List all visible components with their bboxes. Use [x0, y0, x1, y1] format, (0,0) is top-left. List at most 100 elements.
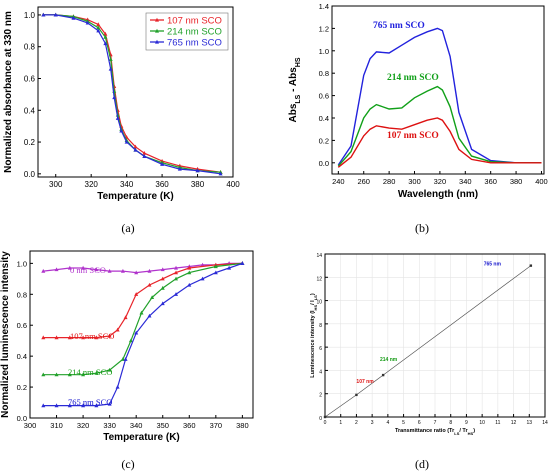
y-axis-title-part: Luminescence intensity (I	[310, 310, 316, 378]
c-series-1-point	[54, 335, 59, 340]
series-label: 765 nm SCO	[68, 397, 112, 407]
c-series-2-point	[174, 276, 179, 281]
a-series-2-point	[195, 168, 200, 173]
series-label: 107 nm SCO	[70, 331, 114, 341]
y-tick-label: 0.4	[17, 352, 27, 361]
x-tick-label: 330	[103, 421, 116, 430]
x-axis-title-part: / Tr	[459, 428, 468, 434]
c-series-3-point	[160, 301, 165, 306]
c-series-1-point	[187, 265, 192, 270]
c-series-2-point	[139, 310, 144, 315]
x-tick-label: 400	[226, 180, 240, 189]
a-series-1-point	[108, 57, 113, 62]
a-series-1-point	[103, 34, 108, 39]
c-series-2-point	[107, 367, 112, 372]
y-tick-label: 0.6	[17, 321, 27, 330]
data-point	[381, 373, 385, 377]
a-series-2-point	[115, 116, 120, 120]
y-tick-label: 0.0	[24, 170, 36, 179]
x-axis-title-part: )	[473, 428, 475, 434]
x-tick-label: 4	[386, 420, 389, 426]
c-series-0-point	[200, 262, 205, 267]
series-label: 214 nm SCO	[387, 73, 439, 83]
plot-frame	[37, 6, 234, 178]
x-tick-label: 360	[183, 421, 196, 430]
a-series-2-point	[160, 162, 165, 166]
a-series-0-point	[142, 150, 147, 155]
a-series-2-point	[133, 147, 138, 152]
y-tick-label: 8	[319, 323, 322, 329]
legend-marker	[155, 28, 159, 33]
series-label: 0 nm SCO	[70, 265, 106, 275]
y-tick-label: 1.0	[17, 259, 27, 268]
c-series-0-point	[67, 265, 72, 270]
panel-b: 240 260 280 300 320 340 360 380 400 0.0 0.2 0.4 0.6 0…	[275, 0, 550, 205]
y-tick-label: 0.4	[24, 106, 36, 115]
x-tick-label: 280	[383, 177, 396, 186]
c-series-3-point	[94, 403, 99, 408]
y-tick-label: 2	[319, 393, 322, 399]
y-tick-label: 0.0	[17, 414, 27, 423]
x-tick-label: 6	[418, 420, 421, 426]
y-tick-label: 10	[316, 300, 322, 306]
legend-marker	[155, 17, 159, 22]
x-tick-label: 400	[535, 177, 548, 186]
a-series-2-point	[124, 139, 129, 144]
c-series-0-point	[54, 267, 59, 272]
plot-frame	[331, 5, 545, 175]
panel-d: 0 1 2 3 4 5 6 7 8 9 10 11 12 13 14 0 2 4 6 8 10 12 14 107 nm 214…	[275, 240, 550, 450]
c-series-3-point	[41, 403, 46, 408]
c-series-2-point	[150, 295, 155, 299]
c-series-1-point	[94, 335, 99, 340]
chart-c: 300 310 320 330 340 350 360 370 380 0.0 0.2 0.4 0.6 0…	[0, 250, 254, 443]
c-series-1-point	[41, 335, 46, 340]
y-axis-title-part: )	[310, 293, 316, 295]
series-label: 765 nm SCO	[373, 21, 425, 31]
x-axis-title: Wavelength (nm)	[398, 189, 478, 200]
x-tick-label: 10	[479, 420, 485, 426]
y-tick-label: 1.4	[319, 2, 329, 11]
a-series-0-point	[96, 22, 101, 27]
y-axis-title-part: HS	[313, 305, 318, 311]
c-series-1-point	[147, 282, 152, 287]
legend-label: 765 nm SCO	[167, 38, 222, 49]
a-series-2-point	[85, 20, 90, 25]
c-series-2-point	[213, 264, 218, 269]
x-axis-title: Temperature (K)	[97, 191, 174, 202]
x-tick-label: 370	[210, 421, 223, 430]
c-series-3-point	[123, 357, 128, 361]
x-axis-title: Transmittance ratio (TrLS/ TrHS)	[395, 428, 475, 436]
c-series-3-point	[147, 313, 152, 318]
x-tick-label: 340	[120, 180, 134, 189]
y-tick-label: 0.2	[319, 136, 329, 145]
c-series-1-point	[115, 327, 120, 332]
y-tick-label: 0.8	[17, 290, 27, 299]
y-axis-title-part: / I	[310, 300, 316, 305]
c-series-0-point	[160, 267, 165, 272]
y-tick-label: 0.2	[17, 383, 27, 392]
c-series-1-point	[160, 276, 165, 281]
x-tick-label: 380	[510, 177, 523, 186]
y-axis-title-part: LS	[295, 94, 302, 103]
y-tick-label: 0.8	[319, 69, 329, 78]
y-axis-title-part: LS	[313, 295, 318, 300]
x-tick-label: 360	[155, 180, 169, 189]
c-series-2-point	[120, 357, 125, 361]
c-series-0-line	[43, 262, 243, 274]
c-series-2-point	[54, 372, 59, 377]
c-series-0-point	[107, 268, 112, 273]
data-point	[529, 264, 533, 267]
c-series-0-point	[94, 267, 99, 272]
x-tick-label: 11	[495, 420, 500, 426]
c-series-1-point	[123, 315, 128, 320]
a-series-2-point	[177, 166, 182, 171]
x-tick-label: 310	[50, 421, 63, 430]
x-tick-label: 240	[332, 177, 345, 186]
a-series-2-point	[53, 12, 58, 17]
y-axis-title-part: HS	[295, 57, 302, 67]
c-series-0-point	[147, 268, 152, 273]
x-tick-label: 2	[355, 420, 358, 426]
a-series-2-point	[41, 12, 46, 17]
y-axis-title: Normalized absorbance at 330 nm	[3, 11, 14, 173]
c-series-3-point	[54, 403, 59, 408]
